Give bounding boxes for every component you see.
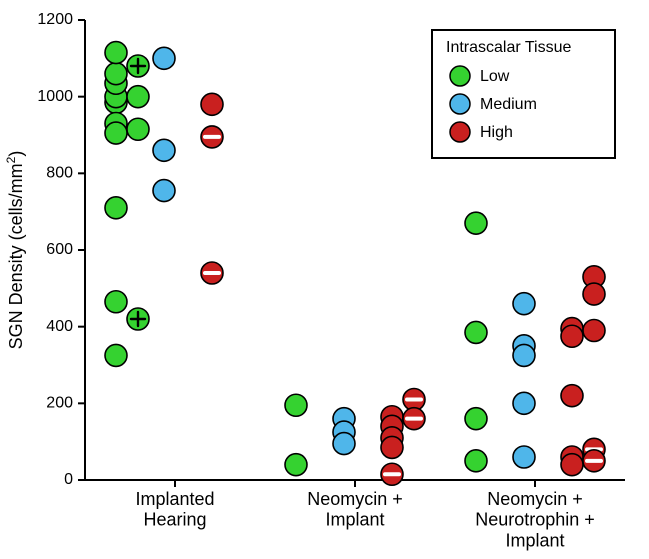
data-point bbox=[285, 394, 307, 416]
y-tick-label: 400 bbox=[46, 318, 73, 335]
data-point bbox=[583, 320, 605, 342]
data-point bbox=[513, 344, 535, 366]
data-point bbox=[127, 308, 149, 330]
data-point bbox=[465, 321, 487, 343]
data-point bbox=[333, 433, 355, 455]
legend-label: Low bbox=[480, 68, 510, 85]
data-point bbox=[561, 325, 583, 347]
legend-marker bbox=[450, 94, 470, 114]
data-point bbox=[105, 63, 127, 85]
data-point bbox=[465, 212, 487, 234]
legend-label: Medium bbox=[480, 96, 537, 113]
data-point bbox=[127, 86, 149, 108]
data-point bbox=[201, 93, 223, 115]
data-point bbox=[105, 291, 127, 313]
x-tick-label: ImplantedHearing bbox=[135, 489, 214, 530]
data-point bbox=[127, 55, 149, 77]
legend-marker bbox=[450, 122, 470, 142]
data-point bbox=[513, 293, 535, 315]
data-point bbox=[583, 283, 605, 305]
y-tick-label: 1200 bbox=[37, 11, 73, 28]
y-tick-label: 1000 bbox=[37, 88, 73, 105]
legend-title: Intrascalar Tissue bbox=[446, 39, 571, 56]
legend-marker bbox=[450, 66, 470, 86]
data-point bbox=[153, 180, 175, 202]
data-point bbox=[381, 463, 403, 485]
data-point bbox=[381, 436, 403, 458]
y-tick-label: 600 bbox=[46, 241, 73, 258]
y-tick-label: 0 bbox=[64, 471, 73, 488]
y-tick-label: 200 bbox=[46, 395, 73, 412]
data-point bbox=[105, 344, 127, 366]
data-point bbox=[583, 450, 605, 472]
chart-container: 0 200 400 600 800 1000 1200 SGN Density (cells/… bbox=[0, 0, 649, 559]
data-point bbox=[285, 454, 307, 476]
data-point bbox=[153, 139, 175, 161]
data-point bbox=[201, 126, 223, 148]
y-tick-label: 800 bbox=[46, 165, 73, 182]
data-point bbox=[513, 392, 535, 414]
data-point bbox=[105, 42, 127, 64]
data-point bbox=[561, 454, 583, 476]
data-point bbox=[153, 47, 175, 69]
legend-label: High bbox=[480, 124, 513, 141]
data-point bbox=[513, 446, 535, 468]
data-point bbox=[561, 385, 583, 407]
data-point bbox=[105, 122, 127, 144]
scatter-chart: 0 200 400 600 800 1000 1200 SGN Density (cells/… bbox=[0, 0, 649, 559]
data-point bbox=[127, 118, 149, 140]
data-point bbox=[465, 450, 487, 472]
y-axis-label: SGN Density (cells/mm2) bbox=[4, 151, 26, 350]
data-point bbox=[201, 262, 223, 284]
data-point bbox=[105, 197, 127, 219]
data-point bbox=[465, 408, 487, 430]
data-point bbox=[403, 408, 425, 430]
